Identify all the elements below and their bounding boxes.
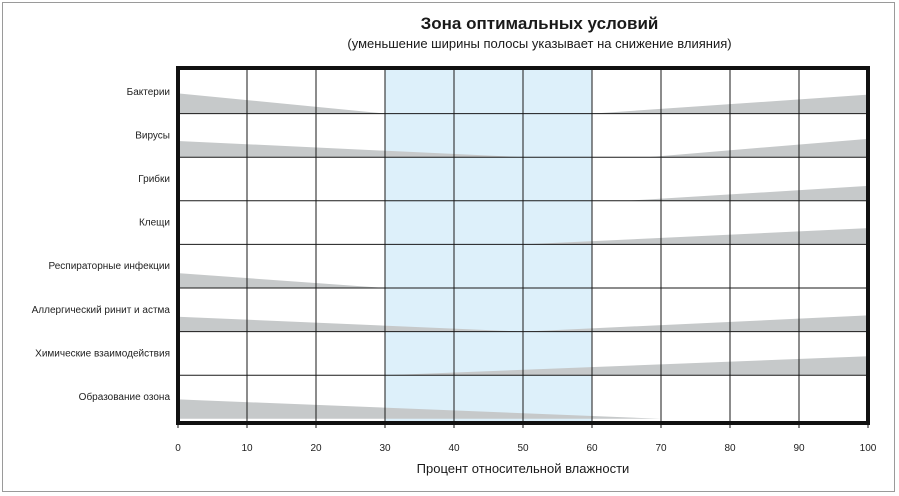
- band-right-5: [523, 315, 868, 332]
- chart-title: Зона оптимальных условий: [420, 14, 659, 33]
- x-axis-label: Процент относительной влажности: [416, 461, 630, 476]
- chart-subtitle: (уменьшение ширины полосы указывает на с…: [347, 36, 732, 51]
- x-tick-label: 80: [724, 443, 736, 454]
- x-tick-label: 100: [860, 443, 877, 454]
- x-tick-label: 90: [793, 443, 805, 454]
- optimal-zone: [385, 68, 592, 423]
- band-right-1: [647, 138, 868, 158]
- x-tick-label: 30: [379, 443, 391, 454]
- row-label: Образование озона: [79, 391, 171, 403]
- row-label: Вирусы: [135, 130, 170, 141]
- x-tick-label: 20: [310, 443, 322, 454]
- x-tick-label: 40: [448, 443, 460, 454]
- band-right-3: [523, 228, 868, 245]
- band-right-6: [385, 356, 868, 376]
- x-tick-label: 0: [175, 443, 181, 454]
- row-label: Химические взаимодействия: [35, 348, 170, 359]
- band-left-5: [178, 316, 523, 332]
- x-tick-label: 50: [517, 443, 529, 454]
- band-right-2: [626, 185, 868, 201]
- band-left-4: [178, 273, 385, 288]
- x-tick-label: 60: [586, 443, 598, 454]
- band-left-7: [178, 399, 661, 419]
- row-label: Респираторные инфекции: [48, 260, 170, 272]
- row-label: Грибки: [138, 173, 170, 185]
- row-label: Бактерии: [127, 87, 170, 98]
- row-label: Аллергический ринит и астма: [32, 305, 171, 316]
- band-left-0: [178, 93, 385, 114]
- row-label: Клещи: [139, 218, 170, 229]
- x-tick-label: 10: [241, 443, 253, 454]
- x-tick-label: 70: [655, 443, 667, 454]
- band-left-1: [178, 140, 523, 158]
